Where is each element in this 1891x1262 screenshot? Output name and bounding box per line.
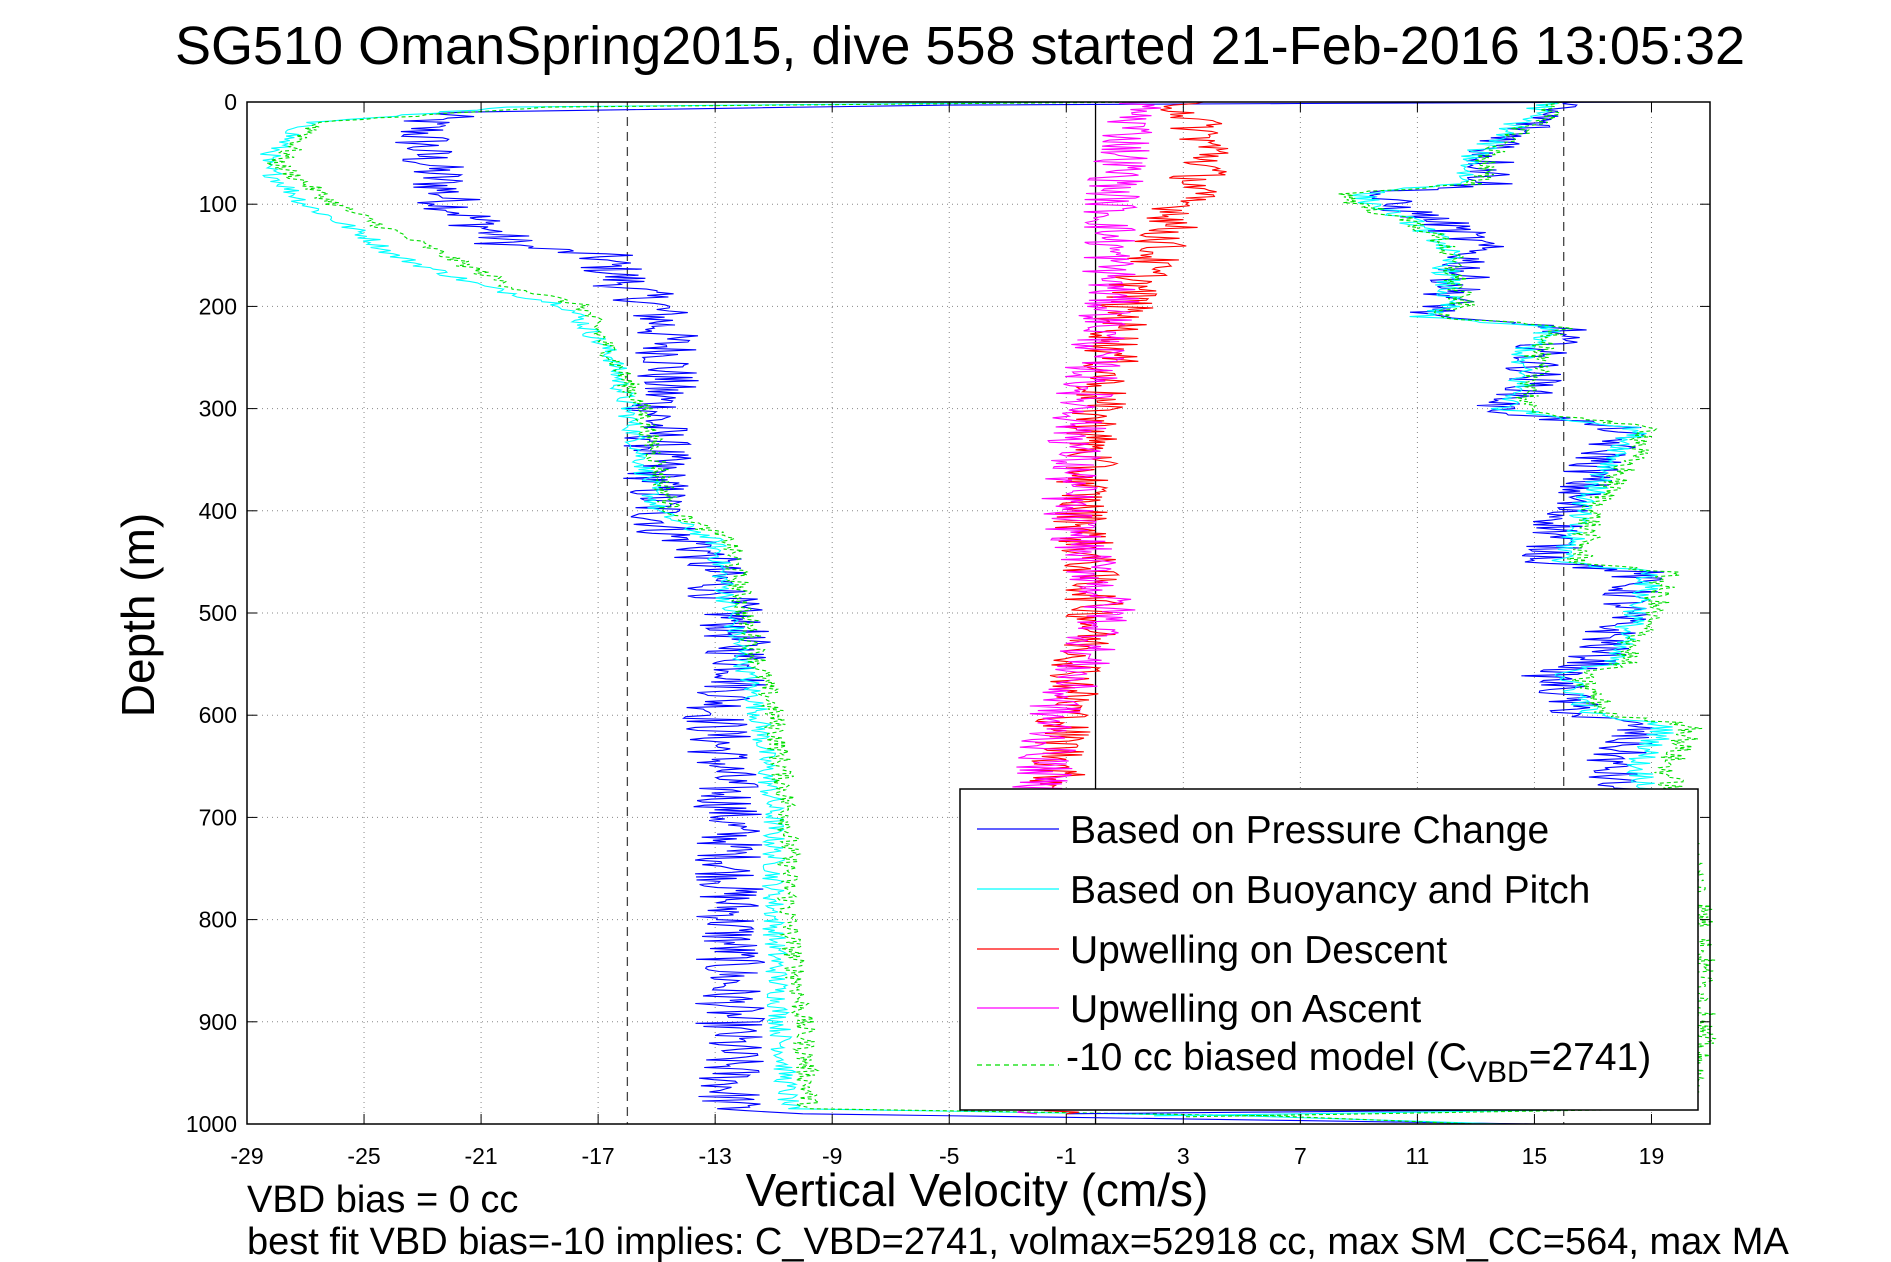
legend-label-descent: Upwelling on Descent [1070, 929, 1447, 972]
legend-label-buoyancy: Based on Buoyancy and Pitch [1070, 869, 1590, 912]
chart-title: SG510 OmanSpring2015, dive 558 started 2… [175, 16, 1745, 76]
series-line-1 [260, 101, 1506, 1125]
y-tick-label: 400 [199, 498, 237, 524]
y-tick-label: 500 [199, 600, 237, 626]
series-line-0 [395, 101, 1652, 1125]
legend-label-ascent: Upwelling on Ascent [1070, 988, 1421, 1031]
x-tick-label: -17 [581, 1143, 614, 1169]
y-tick-label: 300 [199, 396, 237, 422]
y-tick-label: 700 [199, 804, 237, 830]
legend-label-model: -10 cc biased model (CVBD=2741) [1066, 1036, 1651, 1089]
x-tick-label: -29 [230, 1143, 263, 1169]
legend-label-pressure: Based on Pressure Change [1070, 809, 1549, 852]
x-tick-label: 11 [1405, 1143, 1429, 1169]
x-tick-label: -5 [939, 1143, 959, 1169]
y-tick-label: 1000 [186, 1111, 237, 1137]
x-axis-label: Vertical Velocity (cm/s) [746, 1164, 1209, 1216]
ticks: -29 -25 -21 -17 -13 -9 -5 -1 3 7 11 15 1901002003004… [186, 89, 1710, 1169]
x-tick-label: -1 [1056, 1143, 1076, 1169]
y-tick-label: 0 [224, 89, 237, 115]
best-fit-note: best fit VBD bias=-10 implies: C_VBD=274… [247, 1221, 1789, 1262]
y-tick-label: 800 [199, 907, 237, 933]
x-tick-label: 19 [1639, 1143, 1665, 1169]
x-tick-label: -25 [347, 1143, 380, 1169]
y-tick-label: 100 [199, 191, 237, 217]
x-tick-label: 3 [1177, 1143, 1190, 1169]
vbd-bias-note: VBD bias = 0 cc [247, 1179, 518, 1221]
x-tick-label: 7 [1294, 1143, 1307, 1169]
y-tick-label: 200 [199, 293, 237, 319]
x-tick-label: 15 [1522, 1143, 1548, 1169]
x-tick-label: -9 [822, 1143, 842, 1169]
legend: Based on Pressure Change Based on Buoyan… [959, 788, 1699, 1111]
series-line-5 [1183, 101, 1717, 1118]
y-axis-label: Depth (m) [112, 513, 164, 717]
y-tick-label: 900 [199, 1009, 237, 1035]
legend-box [959, 788, 1699, 1111]
y-tick-label: 600 [199, 702, 237, 728]
series-line-2 [266, 101, 1476, 1125]
x-tick-label: -13 [699, 1143, 732, 1169]
x-tick-label: -21 [464, 1143, 497, 1169]
